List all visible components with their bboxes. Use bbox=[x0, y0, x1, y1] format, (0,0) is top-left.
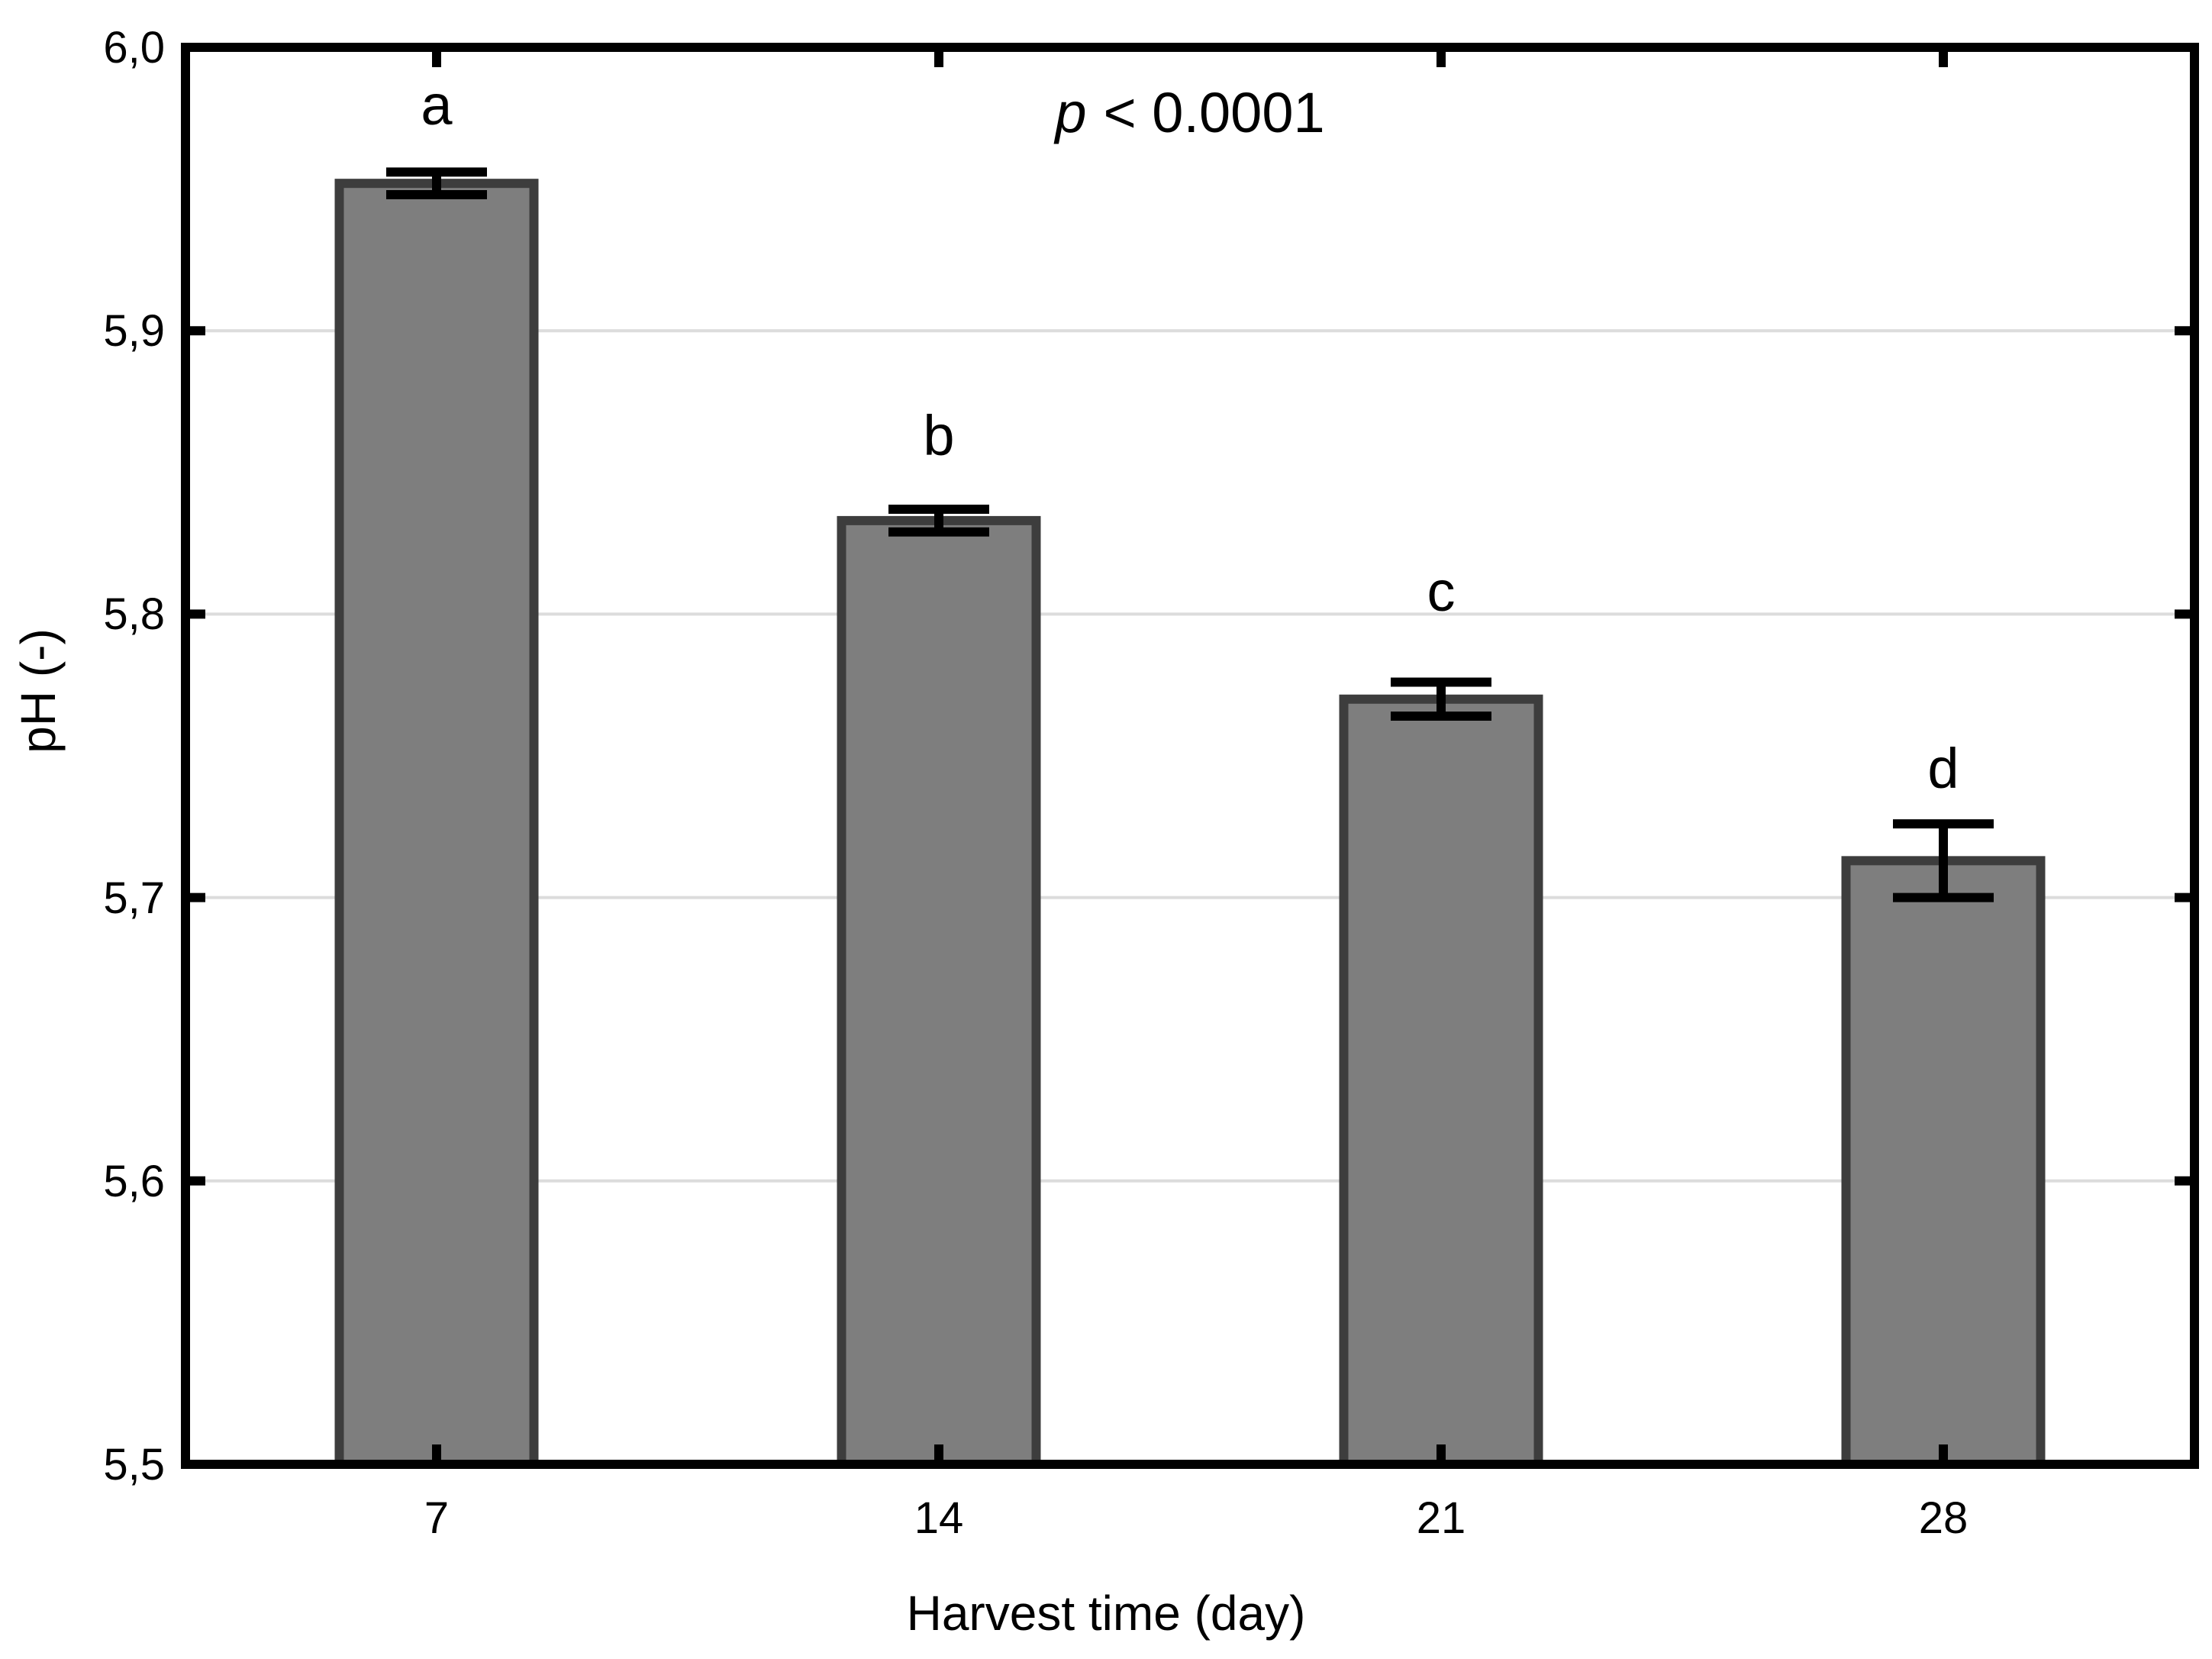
x-tick-label: 7 bbox=[424, 1493, 449, 1543]
y-tick-label: 5,5 bbox=[103, 1440, 165, 1490]
y-tick-label: 5,6 bbox=[103, 1157, 165, 1206]
x-tick-label: 14 bbox=[914, 1493, 964, 1543]
plot-frame bbox=[181, 43, 2199, 1469]
bar-day-14 bbox=[837, 515, 1041, 1469]
bars bbox=[334, 179, 2046, 1469]
y-tick-label: 5,8 bbox=[103, 589, 165, 639]
x-tick-label: 21 bbox=[1417, 1493, 1466, 1543]
x-tick-label: 28 bbox=[1919, 1493, 1969, 1543]
plot-frame-and-ticks bbox=[181, 43, 2199, 1469]
p-value-italic-p: p bbox=[1053, 81, 1086, 144]
y-tick-label: 5,9 bbox=[103, 306, 165, 356]
x-axis-label: Harvest time (day) bbox=[907, 1586, 1306, 1641]
y-tick-label: 5,7 bbox=[103, 873, 165, 923]
p-value-annotation: p < 0.0001 bbox=[1053, 81, 1324, 144]
bar-day-7 bbox=[334, 179, 539, 1469]
sig-letter-a: a bbox=[421, 73, 453, 137]
sig-letter-b: b bbox=[923, 404, 954, 467]
bar-day-28 bbox=[1841, 856, 2046, 1469]
sig-letter-c: c bbox=[1427, 560, 1456, 623]
error-bars bbox=[386, 167, 1994, 902]
y-tick-label: 6,0 bbox=[103, 23, 165, 73]
y-axis-label: pH (-) bbox=[11, 628, 66, 754]
bar-day-21 bbox=[1339, 694, 1543, 1469]
sig-letter-d: d bbox=[1927, 737, 1959, 800]
p-value-rest: < 0.0001 bbox=[1104, 81, 1325, 144]
